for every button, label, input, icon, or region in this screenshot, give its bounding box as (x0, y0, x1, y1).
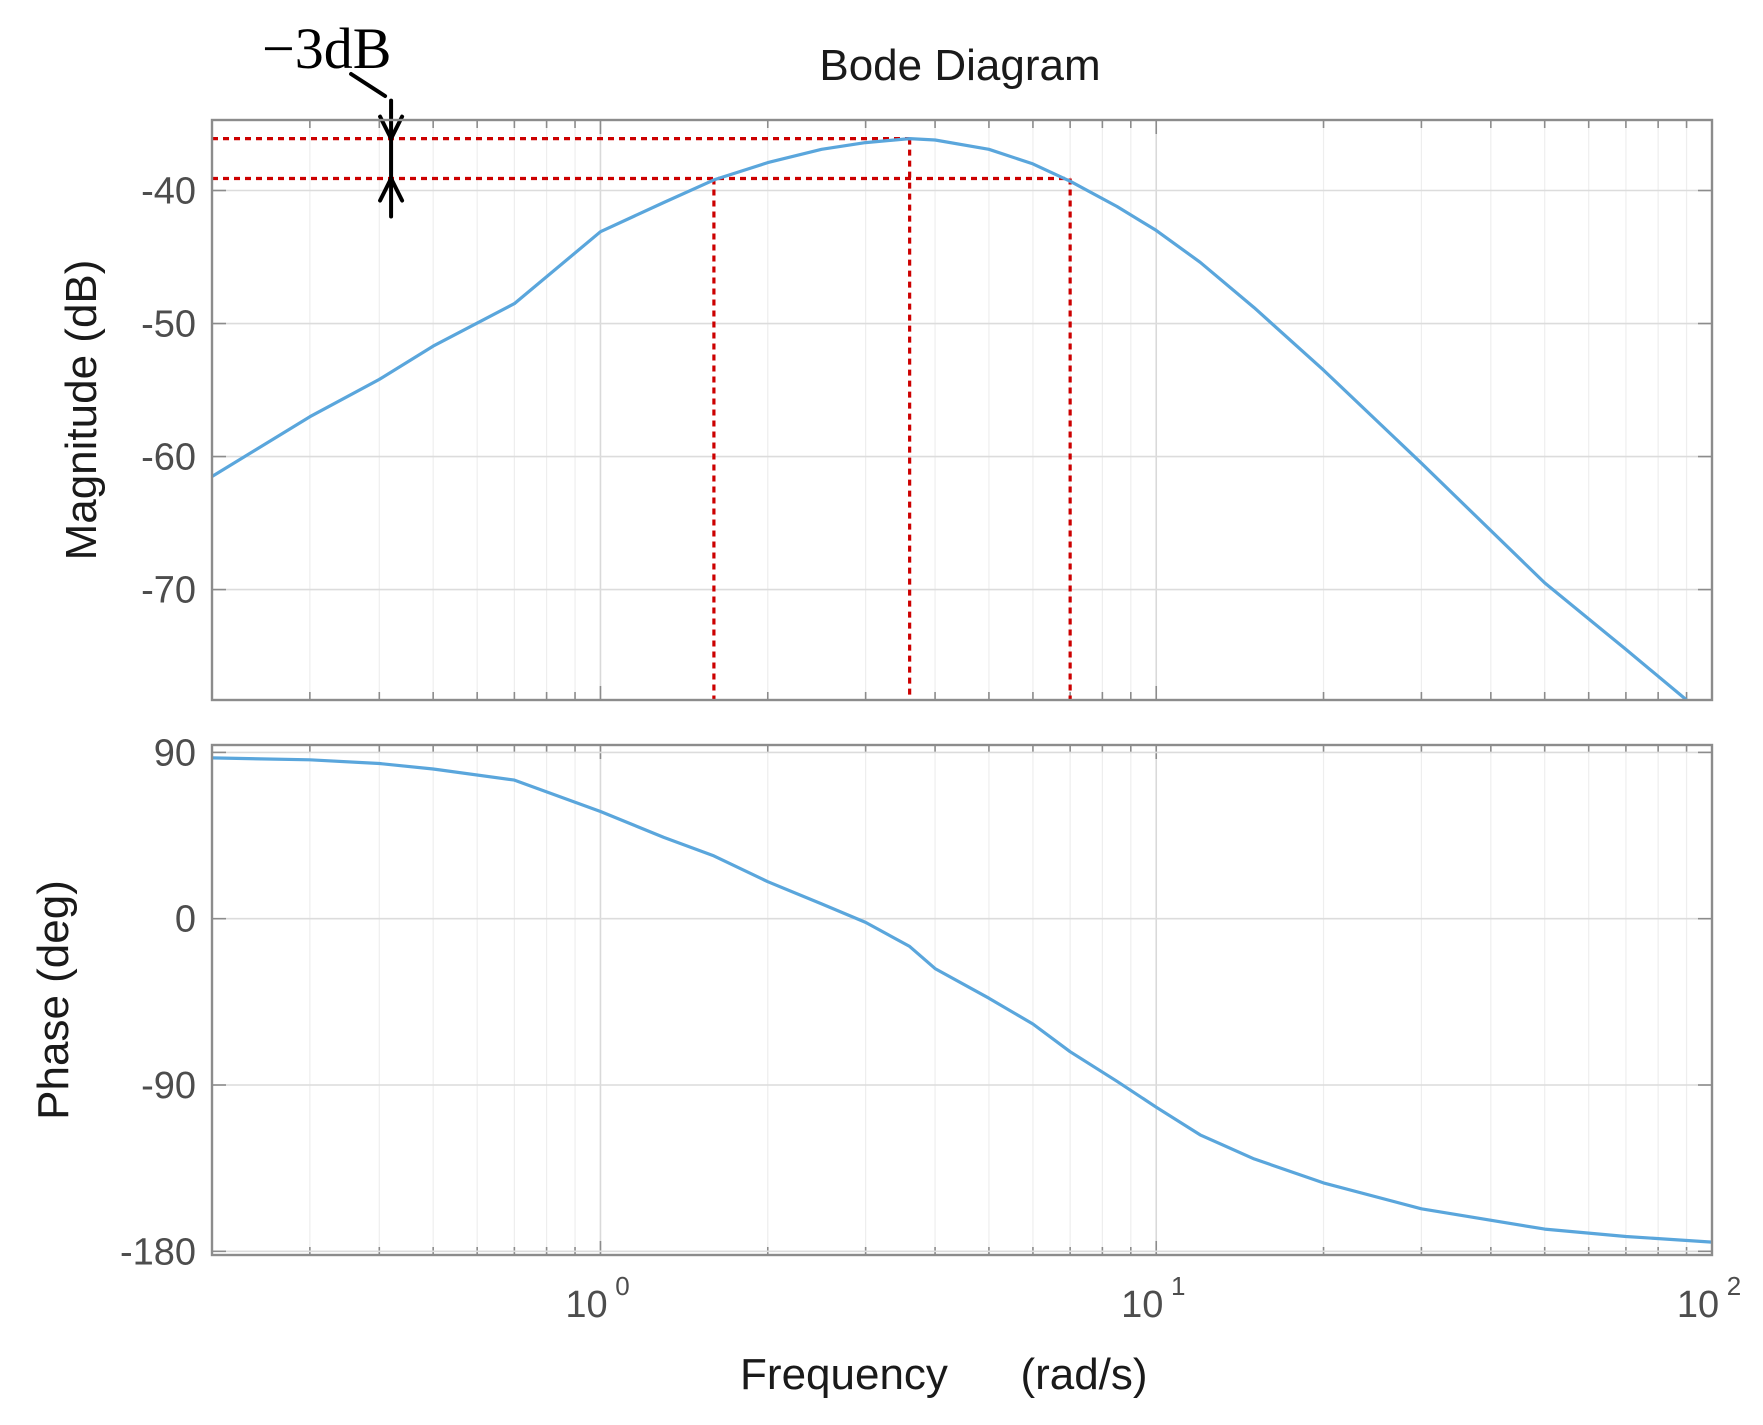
magnitude-axes-box (210, 118, 1714, 702)
panel-magnitude: -40 -50 -60 -70 Magnitude (dB) −3dB (57, 16, 1714, 702)
x-tick-label-base: 10 (565, 1284, 607, 1326)
magnitude-plot-area (212, 120, 1712, 700)
phase-y-tick-label: -180 (120, 1231, 196, 1273)
x-tick-label: 10 2 (1677, 1271, 1741, 1326)
magnitude-y-tick-label: -40 (141, 171, 196, 213)
panel-phase: 90 0 -90 -180 Phase (deg) (29, 732, 1714, 1273)
x-tick-label-exponent: 0 (615, 1271, 629, 1301)
phase-curve (212, 756, 1712, 1244)
phase-y-tick-label: -90 (141, 1065, 196, 1107)
annotation-label: −3dB (262, 16, 391, 81)
phase-y-axis-label: Phase (deg) (29, 880, 78, 1120)
minus3db-marker-lines (212, 137, 1072, 700)
phase-plot-area (212, 745, 1712, 1255)
annotation-leader-line (349, 72, 388, 98)
magnitude-y-tick-label: -70 (141, 570, 196, 612)
x-axis-label: Frequency (rad/s) (740, 1350, 1148, 1399)
magnitude-y-axis-label: Magnitude (dB) (57, 260, 106, 561)
annotation-arrow-down-icon (378, 114, 405, 144)
phase-y-tick-label: 90 (154, 732, 196, 774)
magnitude-y-tick-label: -60 (141, 437, 196, 479)
x-tick-label-base: 10 (1121, 1284, 1163, 1326)
x-tick-label: 10 0 (565, 1271, 629, 1326)
x-tick-label: 10 1 (1121, 1271, 1185, 1326)
minus3db-annotation: −3dB (262, 16, 405, 219)
magnitude-curve (212, 137, 1688, 700)
x-axis-label-quantity: Frequency (740, 1350, 948, 1399)
x-tick-label-base: 10 (1677, 1284, 1719, 1326)
x-tick-label-exponent: 2 (1727, 1271, 1741, 1301)
x-tick-label-exponent: 1 (1171, 1271, 1185, 1301)
magnitude-y-tick-label: -50 (141, 304, 196, 346)
phase-axes-box (210, 743, 1714, 1257)
annotation-arrow-up-icon (378, 174, 405, 203)
phase-y-tick-label: 0 (175, 899, 196, 941)
chart-title: Bode Diagram (819, 41, 1100, 90)
x-axis-label-units: (rad/s) (1020, 1350, 1147, 1399)
